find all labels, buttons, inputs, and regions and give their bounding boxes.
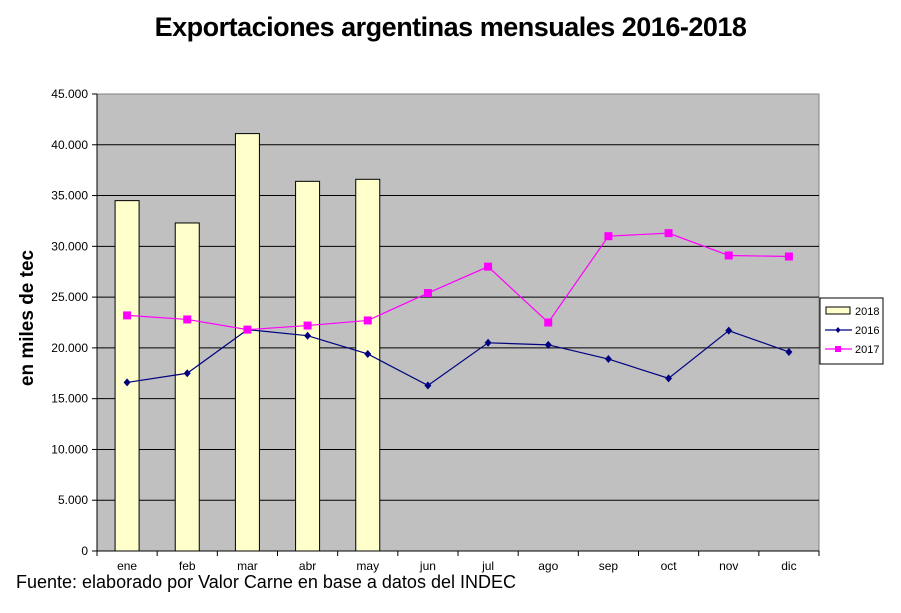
y-tick-label: 0 — [81, 544, 88, 558]
point-2016-ene — [123, 378, 131, 387]
point-2016-jul — [484, 338, 492, 347]
point-2017-sep — [604, 232, 613, 241]
bar-2018-abr — [295, 180, 321, 552]
y-tick-label: 20.000 — [51, 341, 88, 355]
legend-label-2016: 2016 — [855, 325, 879, 337]
legend-label-2017: 2017 — [855, 344, 879, 356]
point-2017-abr — [303, 321, 312, 330]
plot-area — [96, 93, 820, 552]
point-2017-may — [363, 316, 372, 325]
line-2016 — [126, 328, 790, 387]
bar-2018-mar — [234, 133, 260, 552]
y-tick-label: 25.000 — [51, 290, 88, 304]
point-2017-dic — [784, 252, 793, 261]
y-tick-label: 40.000 — [51, 138, 88, 152]
y-tick-label: 10.000 — [51, 442, 88, 456]
x-tick-label: jul — [481, 559, 494, 573]
point-2016-jun — [424, 381, 432, 390]
chart-title: Exportaciones argentinas mensuales 2016-… — [154, 12, 747, 42]
point-2016-ago — [544, 340, 552, 349]
legend-swatch-2018 — [825, 306, 851, 315]
point-2016-dic — [785, 347, 793, 356]
legend-marker-2017 — [835, 346, 841, 352]
point-2017-ago — [544, 318, 553, 327]
legend-marker-2016 — [835, 327, 841, 333]
y-tick-label: 45.000 — [51, 87, 88, 101]
x-tick-label: jun — [419, 559, 436, 573]
x-tick-label: nov — [719, 559, 738, 573]
x-tick-label: ago — [538, 559, 558, 573]
x-tick-label: sep — [599, 559, 619, 573]
bar-2018-feb — [174, 222, 200, 552]
point-2016-feb — [183, 369, 191, 378]
point-2016-oct — [665, 374, 673, 383]
point-2017-oct — [664, 229, 673, 238]
y-tick-label: 5.000 — [58, 493, 88, 507]
legend-label-2018: 2018 — [855, 306, 879, 318]
x-tick-label: may — [356, 559, 379, 573]
point-2017-nov — [724, 251, 733, 260]
x-tick-label: dic — [781, 559, 796, 573]
y-tick-label: 35.000 — [51, 189, 88, 203]
point-2016-abr — [304, 331, 312, 340]
point-2016-may — [364, 349, 372, 358]
y-tick-label: 30.000 — [51, 239, 88, 253]
point-2017-ene — [123, 311, 132, 320]
point-2017-jun — [423, 289, 432, 298]
x-tick-label: abr — [299, 559, 316, 573]
y-tick-label: 15.000 — [51, 392, 88, 406]
point-2017-mar — [243, 325, 252, 334]
point-2016-nov — [725, 326, 733, 335]
x-tick-label: oct — [661, 559, 678, 573]
bar-2018-ene — [114, 200, 140, 552]
line-2017 — [127, 232, 789, 331]
x-tick-label: mar — [237, 559, 258, 573]
bar-2018-may — [355, 178, 381, 552]
point-2016-sep — [604, 355, 612, 364]
x-tick-label: ene — [117, 559, 137, 573]
point-2017-jul — [484, 262, 493, 271]
point-2017-feb — [183, 315, 192, 324]
x-tick-label: feb — [179, 559, 196, 573]
source-note: Fuente: elaborado por Valor Carne en bas… — [16, 572, 516, 592]
